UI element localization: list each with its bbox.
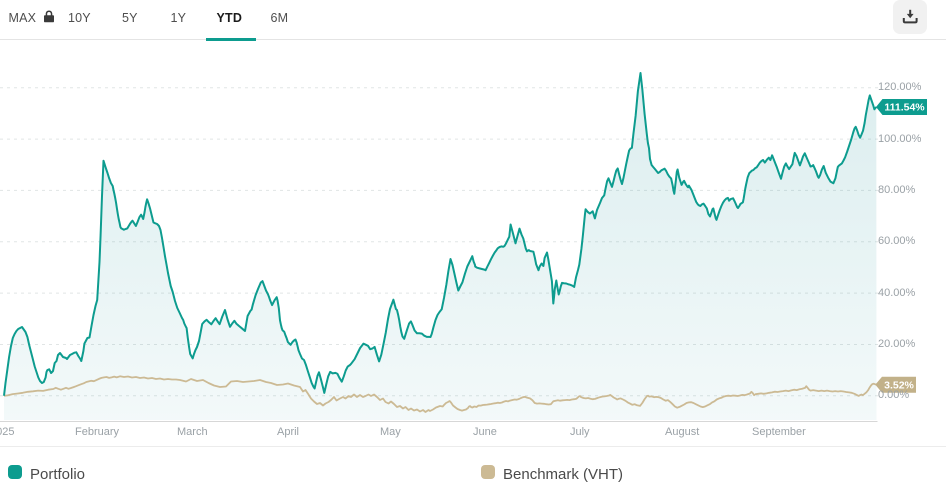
svg-text:111.54%: 111.54% xyxy=(884,102,925,114)
svg-text:3.52%: 3.52% xyxy=(884,379,914,391)
